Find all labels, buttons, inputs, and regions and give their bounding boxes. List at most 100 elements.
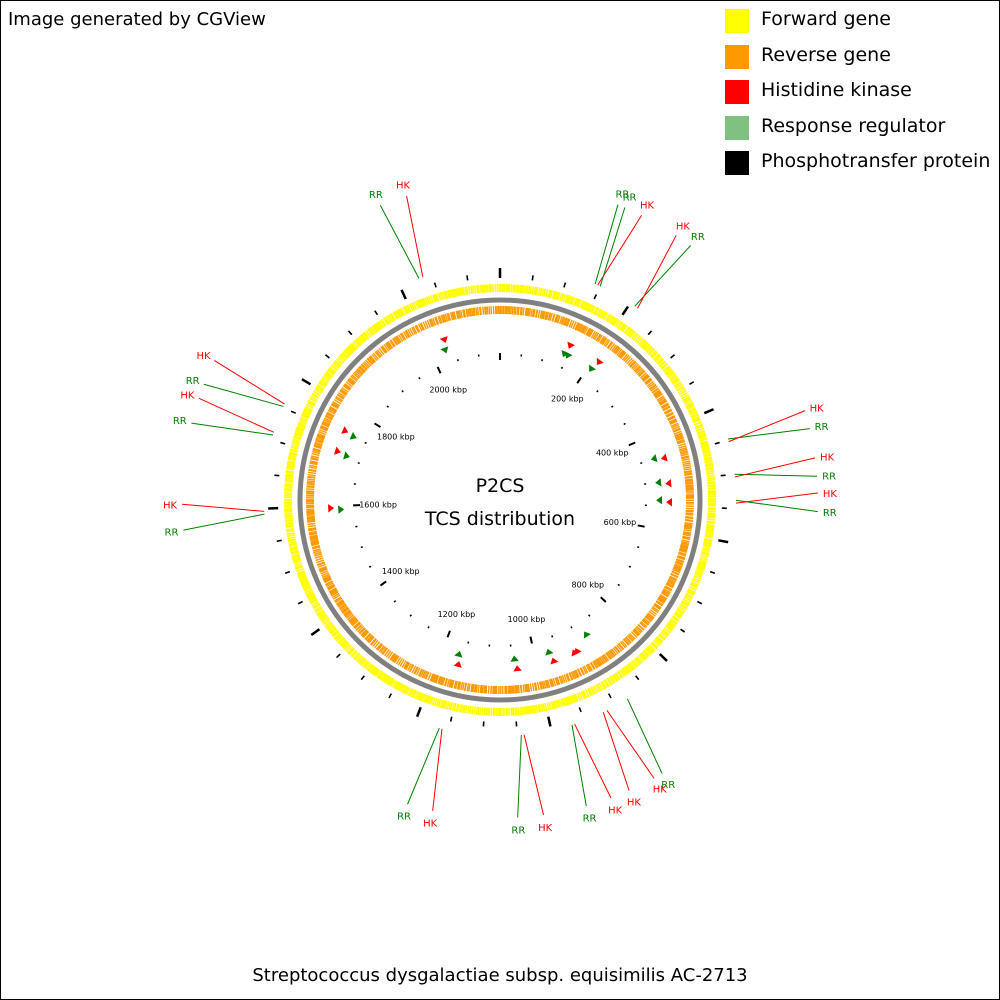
reverse-gene-stripe — [310, 537, 319, 541]
forward-gene-stripe — [424, 694, 429, 703]
reverse-gene-stripe — [538, 681, 543, 690]
forward-gene-stripe — [662, 628, 670, 636]
reverse-gene-stripe — [634, 627, 642, 634]
forward-gene-stripe — [570, 296, 575, 305]
reverse-gene-stripe — [673, 430, 682, 435]
forward-gene-stripe — [681, 600, 689, 607]
forward-gene-stripe — [600, 681, 606, 690]
forward-gene-stripe — [535, 704, 539, 713]
hk-marker — [666, 498, 673, 507]
forward-gene-stripe — [387, 677, 394, 686]
reverse-gene-stripe — [533, 682, 537, 691]
forward-gene-stripe — [677, 607, 685, 614]
reverse-gene-stripe — [404, 661, 410, 670]
inner-tick — [529, 636, 533, 644]
reverse-gene-stripe — [684, 525, 693, 528]
hk-marker — [327, 504, 335, 513]
forward-gene-stripe — [426, 296, 431, 305]
forward-gene-stripe — [287, 458, 296, 462]
forward-gene-stripe — [707, 483, 716, 487]
reverse-gene-stripe — [387, 341, 394, 349]
forward-gene-stripe — [578, 692, 584, 701]
inner-tick — [636, 546, 640, 549]
reverse-gene-stripe — [657, 396, 665, 403]
forward-gene-stripe — [295, 427, 304, 432]
reverse-gene-stripe — [659, 595, 667, 601]
reverse-gene-stripe — [590, 330, 596, 339]
reverse-gene-stripe — [344, 610, 352, 617]
reverse-gene-stripe — [675, 436, 684, 440]
reverse-gene-stripe — [471, 307, 474, 317]
forward-gene-stripe — [307, 594, 316, 600]
forward-gene-stripe — [587, 303, 592, 312]
reverse-gene-stripe — [330, 403, 339, 410]
reverse-gene-stripe — [599, 336, 606, 344]
tick-label: 1200 kbp — [438, 610, 476, 619]
reverse-gene-stripe — [611, 648, 617, 656]
reverse-gene-stripe — [429, 318, 434, 327]
reverse-gene-stripe — [519, 684, 523, 693]
reverse-gene-stripe — [559, 675, 564, 684]
outer-tick — [697, 600, 703, 605]
reverse-gene-stripe — [438, 315, 443, 324]
reverse-gene-stripe — [419, 322, 425, 331]
reverse-gene-stripe — [683, 470, 692, 474]
reverse-gene-stripe — [417, 668, 423, 677]
reverse-gene-stripe — [334, 596, 342, 602]
reverse-gene-stripe — [673, 564, 682, 569]
forward-gene-stripe — [622, 666, 629, 675]
outer-tick — [647, 330, 653, 336]
forward-gene-stripe — [705, 528, 714, 532]
forward-gene-stripe — [629, 661, 636, 670]
reverse-gene-stripe — [648, 610, 656, 617]
reverse-gene-stripe — [671, 424, 680, 429]
forward-gene-stripe — [461, 704, 465, 713]
reverse-gene-stripe — [653, 604, 661, 610]
reverse-gene-stripe — [360, 629, 368, 636]
reverse-gene-stripe — [685, 516, 694, 519]
forward-gene-stripe — [692, 419, 701, 424]
forward-gene-stripe — [565, 294, 570, 303]
forward-gene-stripe — [354, 339, 361, 347]
reverse-gene-stripe — [669, 419, 678, 424]
forward-gene-stripe — [307, 399, 316, 405]
forward-gene-stripe — [291, 442, 300, 446]
outer-tick — [325, 354, 330, 359]
rr-label: RR — [511, 825, 525, 836]
reverse-gene-stripe — [684, 519, 693, 522]
forward-gene-stripe — [318, 612, 326, 618]
reverse-gene-stripe — [561, 675, 566, 684]
forward-gene-stripe — [635, 657, 642, 665]
reverse-gene-stripe — [549, 678, 554, 687]
reverse-gene-stripe — [514, 685, 517, 694]
reverse-gene-stripe — [661, 403, 670, 410]
forward-gene-stripe — [702, 544, 711, 549]
reverse-gene-stripe — [337, 393, 345, 399]
forward-gene-stripe — [519, 284, 522, 294]
forward-gene-stripe — [611, 317, 617, 326]
reverse-gene-stripe — [314, 442, 323, 447]
forward-gene-stripe — [396, 682, 403, 691]
forward-gene-stripe — [544, 702, 548, 712]
forward-gene-stripe — [573, 297, 578, 307]
forward-gene-stripe — [683, 596, 692, 602]
rr-marker — [655, 478, 662, 487]
reverse-gene-stripe — [315, 557, 324, 562]
forward-gene-stripe — [523, 706, 527, 715]
reverse-gene-stripe — [623, 637, 631, 645]
forward-gene-stripe — [316, 384, 325, 390]
hk-label: HK — [810, 403, 825, 414]
reverse-gene-stripe — [367, 635, 374, 643]
reverse-gene-stripe — [307, 475, 316, 479]
forward-gene-stripe — [706, 472, 715, 476]
forward-gene-stripe — [704, 462, 713, 466]
rr-callout-line — [203, 383, 284, 407]
reverse-gene-stripe — [631, 362, 638, 370]
reverse-gene-stripe — [684, 518, 693, 522]
forward-gene-stripe — [695, 427, 705, 432]
forward-gene-stripe — [417, 692, 422, 701]
reverse-gene-stripe — [437, 675, 442, 685]
hk-marker — [550, 657, 559, 665]
forward-gene-stripe — [706, 474, 715, 478]
reverse-gene-stripe — [601, 337, 608, 346]
